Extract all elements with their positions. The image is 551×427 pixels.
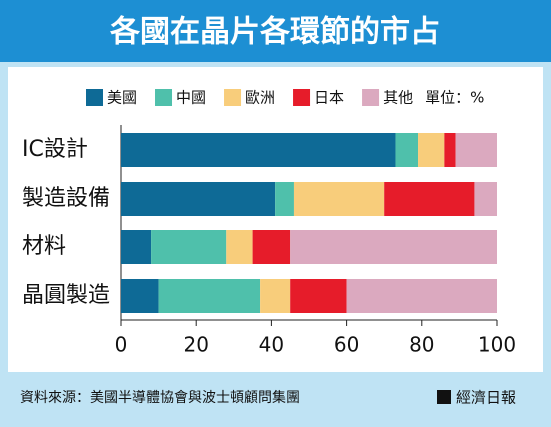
bar-segment xyxy=(444,133,456,167)
bar-segment xyxy=(290,230,497,264)
x-tick-label: 20 xyxy=(183,333,208,357)
legend-label: 日本 xyxy=(314,89,344,107)
bar-segment xyxy=(121,182,276,216)
bar-segment xyxy=(346,279,497,313)
legend-label: 中國 xyxy=(176,89,206,107)
legend-swatch xyxy=(293,89,311,106)
legend-label: 歐洲 xyxy=(245,89,275,107)
x-tick-label: 0 xyxy=(115,333,128,357)
bar-segment xyxy=(384,182,475,216)
bar-segment xyxy=(151,230,227,264)
bar-segment xyxy=(158,279,261,313)
legend-swatch xyxy=(155,89,173,106)
x-tick-label: 40 xyxy=(259,333,284,357)
legend-swatch xyxy=(86,89,103,106)
bar-segment xyxy=(395,133,419,167)
legend-swatch xyxy=(224,89,242,106)
y-tick-label: IC設計 xyxy=(22,137,88,162)
legend-swatch xyxy=(362,89,380,106)
bar-segment xyxy=(121,279,159,313)
bar-segment xyxy=(121,230,152,264)
panel xyxy=(8,67,543,372)
bar-segment xyxy=(226,230,253,264)
publisher: 經濟日報 xyxy=(456,389,516,407)
bar-segment xyxy=(275,182,294,216)
chart-title: 各國在晶片各環節的市占 xyxy=(109,15,440,50)
y-tick-label: 晶圓製造 xyxy=(22,283,110,308)
y-tick-label: 製造設備 xyxy=(22,186,110,211)
legend-label: 美國 xyxy=(107,89,137,107)
x-tick-label: 80 xyxy=(409,333,434,357)
x-tick-label: 60 xyxy=(334,333,359,357)
bar-segment xyxy=(418,133,445,167)
x-tick-label: 100 xyxy=(478,333,516,357)
y-tick-label: 材料 xyxy=(22,234,66,259)
unit-label: 單位：% xyxy=(425,89,484,107)
source: 資料來源：美國半導體協會與波士頓顧問集團 xyxy=(20,389,300,406)
bar-segment xyxy=(252,230,291,264)
bar-segment xyxy=(290,279,347,313)
bar-segment xyxy=(293,182,385,216)
bar-segment xyxy=(260,279,291,313)
bar-segment xyxy=(455,133,497,167)
bar-segment xyxy=(121,133,396,167)
title-bar xyxy=(0,0,551,62)
publisher-icon xyxy=(437,390,451,404)
bar-segment xyxy=(474,182,497,216)
legend-label: 其他 xyxy=(383,89,413,107)
